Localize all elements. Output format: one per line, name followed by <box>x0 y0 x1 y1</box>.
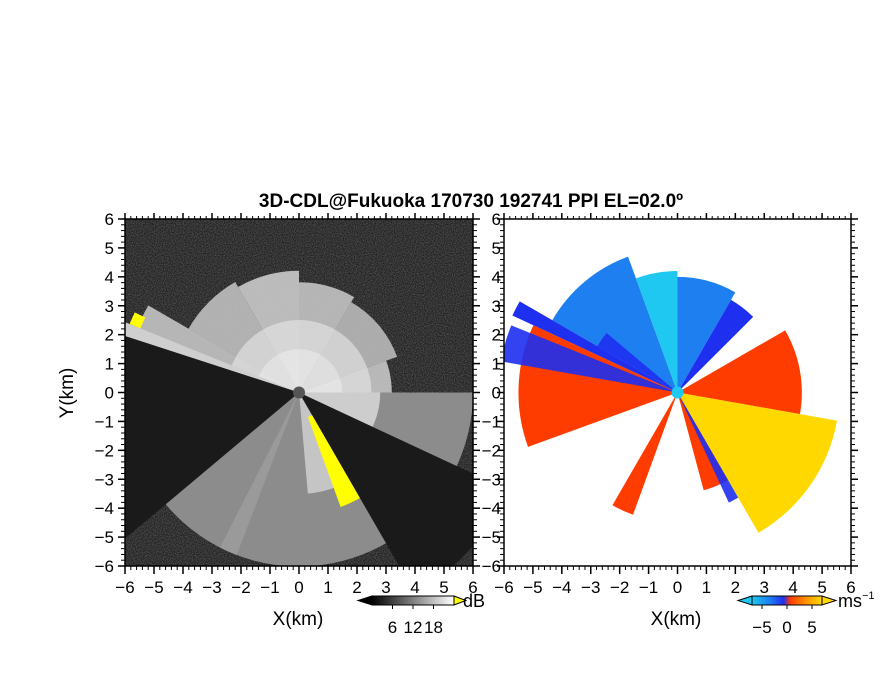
y-tick-label: 0 <box>492 384 501 403</box>
snr-blocked-sector <box>299 392 473 566</box>
x-tick-label: −5 <box>144 578 163 597</box>
colorbar-tick-label: −5 <box>752 618 771 637</box>
velocity-region <box>552 256 678 393</box>
chart-title: 3D-CDL@Fukuoka 170730 192741 PPI EL=02.0… <box>259 191 683 212</box>
colorbar-tick-label: 12 <box>404 618 423 637</box>
x-tick-label: −3 <box>202 578 221 597</box>
velocity-region <box>612 392 678 515</box>
x-tick-label: −4 <box>552 578 571 597</box>
x-tick-label: −1 <box>639 578 658 597</box>
velocity-radar-site-marker <box>671 386 684 399</box>
colorbar-tick-label: 5 <box>807 618 816 637</box>
y-tick-label: −1 <box>95 412 114 431</box>
y-tick-label: 6 <box>105 210 114 229</box>
velocity-colorbar-unit: ms−1 <box>838 590 875 611</box>
x-tick-label: −4 <box>173 578 192 597</box>
x-tick-label: 4 <box>410 578 419 597</box>
snr-colorbar-max-arrow <box>453 595 468 606</box>
snr-strong-echo-edge <box>307 415 360 507</box>
velocity-region <box>677 276 736 393</box>
snr-beam-wedge <box>125 322 299 393</box>
x-tick-label: 3 <box>381 578 390 597</box>
colorbar-tick-label: 0 <box>782 618 791 637</box>
snr-echo-region <box>258 349 343 393</box>
snr-beam-wedge <box>220 392 299 555</box>
colorbar-tick-label: 18 <box>424 618 443 637</box>
x-tick-label: 2 <box>731 578 740 597</box>
y-tick-label: 1 <box>105 355 114 374</box>
x-tick-label: 2 <box>352 578 361 597</box>
velocity-region <box>512 301 678 393</box>
x-tick-label: 4 <box>788 578 797 597</box>
y-tick-label: −3 <box>95 470 114 489</box>
y-tick-label: −3 <box>482 470 501 489</box>
y-tick-label: −2 <box>482 441 501 460</box>
velocity-region <box>677 330 802 415</box>
x-tick-label: −1 <box>260 578 279 597</box>
y-tick-label: 5 <box>105 239 114 258</box>
snr-x-axis-label: X(km) <box>273 609 324 630</box>
y-tick-label: −4 <box>95 499 114 518</box>
velocity-region <box>635 271 678 393</box>
y-tick-label: 6 <box>492 210 501 229</box>
velocity-colorbar-max-arrow <box>821 595 838 606</box>
velocity-x-axis-label: X(km) <box>651 609 702 630</box>
velocity-region <box>677 392 739 503</box>
x-tick-label: −5 <box>523 578 542 597</box>
snr-strong-echo-edge <box>129 312 146 329</box>
x-tick-label: 1 <box>702 578 711 597</box>
snr-colorbar-min-arrow <box>356 595 373 606</box>
y-tick-label: −2 <box>95 441 114 460</box>
velocity-region <box>504 325 678 393</box>
x-tick-label: 3 <box>760 578 769 597</box>
velocity-colorbar-min-arrow <box>736 595 753 606</box>
y-tick-label: −5 <box>95 528 114 547</box>
x-tick-label: −2 <box>231 578 250 597</box>
snr-blocked-sector <box>125 329 299 539</box>
snr-radar-site-marker <box>293 386 305 399</box>
velocity-region <box>597 333 678 393</box>
velocity-region <box>677 299 754 393</box>
y-tick-label: 4 <box>492 268 501 287</box>
y-tick-label: 2 <box>105 326 114 345</box>
x-tick-label: −6 <box>115 578 134 597</box>
velocity-colorbar: −5 0 5 ms−1 <box>736 590 875 637</box>
snr-colorbar: 6 12 18 dB <box>356 591 485 637</box>
snr-echo-region <box>299 392 381 427</box>
y-tick-label: 4 <box>105 268 114 287</box>
snr-echo-region <box>230 320 372 393</box>
y-tick-label: −1 <box>482 412 501 431</box>
y-tick-label: 3 <box>492 297 501 316</box>
y-tick-label: 5 <box>492 239 501 258</box>
velocity-region <box>677 392 837 533</box>
x-tick-label: −2 <box>610 578 629 597</box>
x-tick-label: 1 <box>323 578 332 597</box>
y-tick-label: 1 <box>492 355 501 374</box>
y-tick-label: 0 <box>105 384 114 403</box>
y-tick-label: −4 <box>482 499 501 518</box>
colorbar-tick-label: 6 <box>388 618 397 637</box>
snr-y-axis-label: Y(km) <box>57 368 78 419</box>
x-tick-label: 0 <box>673 578 682 597</box>
y-tick-label: 3 <box>105 297 114 316</box>
x-tick-label: 6 <box>468 578 477 597</box>
x-tick-label: −3 <box>581 578 600 597</box>
snr-colorbar-unit: dB <box>463 591 485 611</box>
x-tick-label: 5 <box>817 578 826 597</box>
x-tick-label: 0 <box>294 578 303 597</box>
y-tick-label: −5 <box>482 528 501 547</box>
x-tick-label: −6 <box>494 578 513 597</box>
y-tick-label: 2 <box>492 326 501 345</box>
y-tick-label: −6 <box>482 557 501 576</box>
y-tick-label: −6 <box>95 557 114 576</box>
x-tick-label: 6 <box>846 578 855 597</box>
x-tick-label: 5 <box>439 578 448 597</box>
